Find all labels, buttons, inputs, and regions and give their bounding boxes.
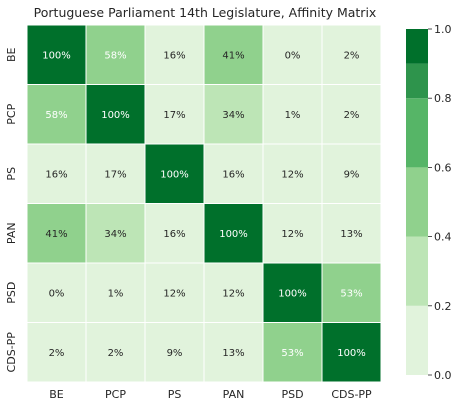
colorbar-segment	[406, 63, 428, 99]
heatmap-cell-label: 12%	[281, 229, 303, 240]
heatmap-cell	[144, 262, 205, 323]
heatmap-cell	[262, 322, 323, 383]
heatmap-cell-label: 100%	[101, 110, 130, 121]
heatmap-cell	[144, 203, 205, 264]
heatmap-cell	[203, 84, 264, 145]
heatmap-cell-label: 100%	[219, 229, 248, 240]
colorbar-segment	[406, 305, 428, 375]
colorbar-tick-label: 0.2	[434, 300, 452, 313]
heatmap-cell-label: 0%	[49, 288, 65, 299]
x-tick-label: PS	[168, 388, 182, 401]
heatmap-cell-label: 1%	[108, 288, 124, 299]
heatmap-cell	[321, 84, 382, 145]
heatmap-cell-label: 13%	[340, 229, 362, 240]
heatmap-cell-label: 41%	[222, 50, 244, 61]
y-tick-label: PS	[5, 167, 18, 181]
colorbar-segment	[406, 236, 428, 306]
heatmap-cell	[262, 262, 323, 323]
colorbar-segment	[406, 98, 428, 168]
heatmap-cell	[85, 84, 146, 145]
colorbar-segment	[406, 29, 428, 64]
x-tick-label: PSD	[281, 388, 303, 401]
y-tick-label: PAN	[5, 222, 18, 244]
heatmap-cell-label: 1%	[285, 110, 301, 121]
heatmap-cell	[262, 143, 323, 204]
heatmap-cell	[262, 203, 323, 264]
y-axis-tick-labels: BE PCP PS PAN PSD CDS-PP	[5, 47, 18, 372]
heatmap-cell-label: 16%	[222, 169, 244, 180]
heatmap-cell	[203, 143, 264, 204]
heatmap-cell-label: 41%	[45, 229, 67, 240]
heatmap-cell-label: 16%	[163, 50, 185, 61]
x-axis-tick-labels: BE PCP PS PAN PSD CDS-PP	[49, 388, 372, 401]
heatmap-cell	[26, 262, 87, 323]
heatmap-cell-label: 53%	[340, 288, 362, 299]
heatmap-cell-label: 100%	[337, 348, 366, 359]
heatmap-cell	[321, 24, 382, 85]
heatmap-cell-label: 9%	[167, 348, 183, 359]
heatmap-cell-label: 9%	[344, 169, 360, 180]
y-tick-label: PSD	[5, 282, 18, 304]
heatmap-cell-label: 100%	[160, 169, 189, 180]
heatmap-cell	[26, 203, 87, 264]
heatmap-cell-label: 12%	[222, 288, 244, 299]
x-tick-label: PCP	[105, 388, 126, 401]
heatmap-cell-label: 17%	[104, 169, 126, 180]
y-tick-label: CDS-PP	[5, 332, 18, 373]
heatmap-cell-label: 16%	[45, 169, 67, 180]
y-tick-label: BE	[5, 47, 18, 62]
x-tick-label: PAN	[223, 388, 245, 401]
heatmap-cell-label: 2%	[108, 348, 124, 359]
heatmap-cell-label: 16%	[163, 229, 185, 240]
heatmap-cell-label: 100%	[278, 288, 307, 299]
heatmap-cell	[321, 203, 382, 264]
heatmap-cell-label: 34%	[222, 110, 244, 121]
heatmap-cell	[85, 143, 146, 204]
heatmap-cell-label: 0%	[285, 50, 301, 61]
heatmap-cells: 100% 58% 16% 41% 0% 2% 58% 100% 17% 34% 1% 2% 16% 17%…	[26, 24, 382, 383]
colorbar-tick-label: 0.8	[434, 92, 452, 105]
heatmap-cell-label: 34%	[104, 229, 126, 240]
colorbar-tick-label: 0.4	[434, 231, 452, 244]
heatmap-cell	[85, 24, 146, 85]
colorbar-tick-label: 0.6	[434, 161, 452, 174]
colorbar-segment	[406, 167, 428, 237]
heatmap-cell	[203, 322, 264, 383]
x-tick-label: CDS-PP	[331, 388, 372, 401]
heatmap-cell-label: 17%	[163, 110, 185, 121]
heatmap-cell-label: 2%	[49, 348, 65, 359]
heatmap-cell	[321, 322, 382, 383]
heatmap-cell-label: 2%	[344, 50, 360, 61]
heatmap-cell-label: 12%	[163, 288, 185, 299]
chart-title: Portuguese Parliament 14th Legislature, …	[34, 5, 377, 20]
colorbar: 0.0 0.2 0.4 0.6 0.8 1.0	[406, 23, 452, 382]
x-tick-label: BE	[49, 388, 64, 401]
colorbar-tick-label: 1.0	[434, 23, 452, 36]
heatmap-cell-label: 58%	[45, 110, 67, 121]
heatmap-cell	[321, 262, 382, 323]
heatmap-cell-label: 12%	[281, 169, 303, 180]
colorbar-tick-label: 0.0	[434, 369, 452, 382]
heatmap-cell-label: 53%	[281, 348, 303, 359]
heatmap-cell	[26, 322, 87, 383]
heatmap-cell-label: 58%	[104, 50, 126, 61]
heatmap-cell	[26, 24, 87, 85]
y-tick-label: PCP	[5, 103, 18, 124]
heatmap-cell	[203, 262, 264, 323]
heatmap-cell-label: 2%	[344, 110, 360, 121]
heatmap-cell-label: 13%	[222, 348, 244, 359]
heatmap-cell	[85, 203, 146, 264]
heatmap-cell	[203, 203, 264, 264]
heatmap-cell-label: 100%	[42, 50, 71, 61]
heatmap-cell	[144, 24, 205, 85]
heatmap-cell	[321, 143, 382, 204]
